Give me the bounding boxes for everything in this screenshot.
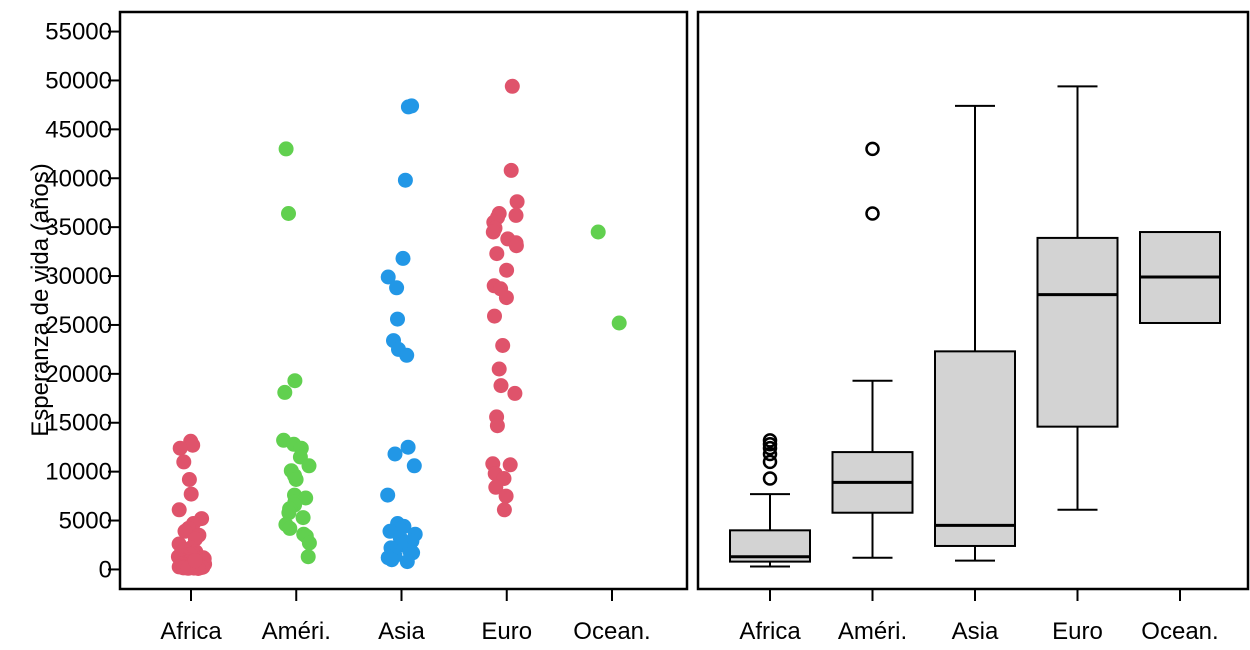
data-point — [399, 347, 415, 363]
x-tick-label: Ocean. — [1141, 618, 1218, 645]
data-point — [503, 162, 519, 178]
data-point — [177, 523, 193, 539]
data-point — [380, 269, 396, 285]
data-point — [489, 246, 505, 262]
data-point — [485, 224, 501, 240]
data-point — [176, 454, 192, 470]
data-point — [400, 439, 416, 455]
x-tick-label: Euro — [481, 618, 532, 645]
data-point — [281, 206, 296, 221]
data-point — [389, 280, 405, 296]
outlier-point — [762, 471, 778, 486]
y-tick-label: 40000 — [45, 165, 112, 192]
data-point — [395, 250, 411, 266]
data-point — [282, 520, 298, 536]
data-point — [502, 457, 518, 473]
x-tick-label: Asia — [378, 618, 425, 645]
left-panel-frame — [118, 10, 689, 591]
x-tick-label: Ocean. — [573, 618, 650, 645]
data-point — [301, 458, 317, 474]
data-point — [590, 224, 606, 240]
data-point — [499, 262, 515, 278]
data-point — [397, 172, 413, 188]
outlier-point — [762, 454, 778, 470]
data-point — [301, 535, 317, 551]
data-point — [287, 373, 303, 389]
data-point — [183, 486, 199, 502]
y-tick-label: 45000 — [45, 116, 112, 143]
x-tick-label: Améri. — [838, 618, 907, 645]
y-tick-label: 0 — [99, 556, 112, 583]
y-tick-label: 50000 — [45, 67, 112, 94]
x-tick-label: Améri. — [262, 618, 331, 645]
y-tick-label: 55000 — [45, 19, 112, 46]
data-point — [489, 418, 505, 434]
data-point — [295, 510, 311, 526]
data-point — [387, 446, 403, 462]
data-point — [488, 479, 504, 495]
data-point — [277, 384, 293, 400]
data-point — [491, 361, 507, 377]
data-point — [300, 549, 316, 565]
data-point — [181, 472, 197, 487]
right-x-axis: Africa Améri. Asia Euro Ocean. — [739, 588, 1219, 645]
box-iqr — [1036, 236, 1119, 428]
data-point — [288, 472, 304, 487]
x-tick-label: Asia — [952, 618, 999, 645]
boxplots — [729, 85, 1221, 568]
y-tick-label: 15000 — [45, 410, 112, 437]
data-point — [384, 552, 400, 568]
y-tick-label: 20000 — [45, 361, 112, 388]
data-point — [498, 488, 514, 504]
boxplot — [831, 141, 914, 559]
data-point — [171, 502, 187, 518]
boxplot — [1036, 85, 1119, 511]
x-tick-label: Euro — [1052, 618, 1103, 645]
outlier-point — [762, 433, 778, 448]
scatter-points — [170, 78, 627, 576]
boxplot — [729, 433, 811, 568]
y-axis-label: Esperanza de vida (años) — [27, 163, 54, 437]
data-point — [498, 290, 514, 306]
data-point — [278, 141, 294, 157]
data-point — [495, 338, 511, 353]
data-point — [496, 502, 512, 518]
boxplot — [1139, 231, 1221, 324]
outlier-point — [865, 206, 880, 221]
data-point — [487, 308, 502, 324]
x-tick-label: Africa — [739, 618, 801, 645]
left-y-axis: 0 5000 10000 15000 20000 25000 30000 35000 40000… — [45, 19, 121, 583]
data-point — [508, 207, 524, 223]
y-tick-label: 35000 — [45, 214, 112, 241]
y-tick-label: 10000 — [45, 459, 112, 486]
box-iqr — [934, 350, 1016, 547]
data-point — [380, 487, 396, 503]
data-point — [390, 311, 405, 327]
y-tick-label: 30000 — [45, 263, 112, 290]
data-point — [400, 99, 416, 115]
data-point — [406, 458, 422, 474]
data-point — [508, 238, 524, 254]
data-point — [493, 378, 509, 394]
y-tick-label: 5000 — [59, 508, 112, 535]
outlier-point — [762, 446, 778, 462]
data-point — [187, 553, 203, 569]
data-point — [611, 315, 627, 331]
data-point — [185, 437, 201, 453]
boxplot — [934, 104, 1016, 562]
data-point — [509, 194, 525, 210]
y-tick-label: 25000 — [45, 312, 112, 339]
data-point — [172, 440, 188, 456]
data-point — [281, 505, 297, 521]
x-tick-label: Africa — [160, 618, 222, 645]
outlier-point — [865, 141, 880, 157]
data-point — [507, 385, 523, 401]
data-point — [504, 78, 520, 94]
left-x-axis: Africa Améri. Asia Euro Ocean. — [160, 588, 651, 645]
data-point — [399, 554, 415, 570]
